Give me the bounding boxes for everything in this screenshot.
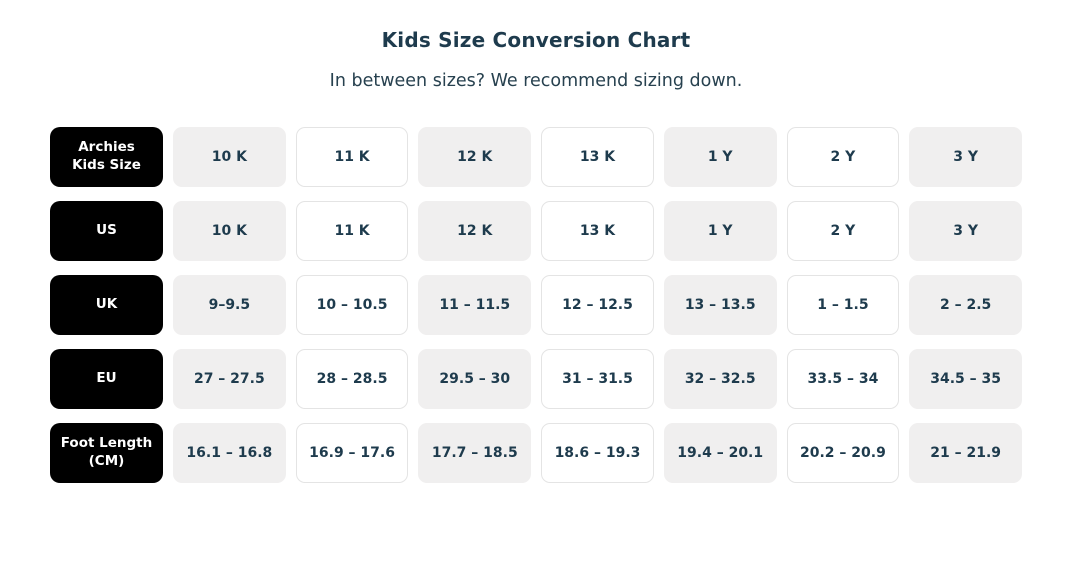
value-cell: 32 – 32.5 (663, 349, 777, 409)
page-title: Kids Size Conversion Chart (381, 28, 691, 52)
value-cell: 29.5 – 30 (418, 349, 532, 409)
value-cell: 2 Y (786, 127, 900, 187)
value-cell: 11 K (295, 127, 409, 187)
page-subtitle: In between sizes? We recommend sizing do… (329, 71, 743, 91)
value-cell: 1 Y (663, 127, 777, 187)
value-cell: 11 – 11.5 (418, 275, 532, 335)
value-cell: 34.5 – 35 (909, 349, 1022, 409)
value-cell: 2 Y (786, 201, 900, 261)
value-cell: 3 Y (909, 127, 1022, 187)
value-cell: 19.4 – 20.1 (663, 423, 777, 483)
value-cell: 2 – 2.5 (909, 275, 1022, 335)
value-cell: 16.9 – 17.6 (295, 423, 409, 483)
value-cell: 20.2 – 20.9 (786, 423, 900, 483)
value-cell: 13 – 13.5 (663, 275, 777, 335)
value-cell: 13 K (541, 201, 654, 261)
row-header-foot-length-cm-: Foot Length (CM) (50, 423, 163, 483)
value-cell: 10 K (173, 127, 286, 187)
value-cell: 18.6 – 19.3 (541, 423, 654, 483)
row-header-eu: EU (50, 349, 163, 409)
value-cell: 31 – 31.5 (541, 349, 654, 409)
value-cell: 12 K (418, 201, 532, 261)
value-cell: 17.7 – 18.5 (418, 423, 532, 483)
row-header-us: US (50, 201, 163, 261)
value-cell: 10 – 10.5 (295, 275, 409, 335)
value-cell: 11 K (295, 201, 409, 261)
value-cell: 12 – 12.5 (541, 275, 654, 335)
value-cell: 21 – 21.9 (909, 423, 1022, 483)
value-cell: 10 K (173, 201, 286, 261)
value-cell: 27 – 27.5 (173, 349, 286, 409)
value-cell: 33.5 – 34 (786, 349, 900, 409)
value-cell: 3 Y (909, 201, 1022, 261)
value-cell: 12 K (418, 127, 532, 187)
value-cell: 16.1 – 16.8 (173, 423, 286, 483)
row-header-uk: UK (50, 275, 163, 335)
value-cell: 1 Y (663, 201, 777, 261)
value-cell: 9–9.5 (173, 275, 286, 335)
value-cell: 1 – 1.5 (786, 275, 900, 335)
value-cell: 13 K (541, 127, 654, 187)
row-header-archies-kids-size: Archies Kids Size (50, 127, 163, 187)
value-cell: 28 – 28.5 (295, 349, 409, 409)
